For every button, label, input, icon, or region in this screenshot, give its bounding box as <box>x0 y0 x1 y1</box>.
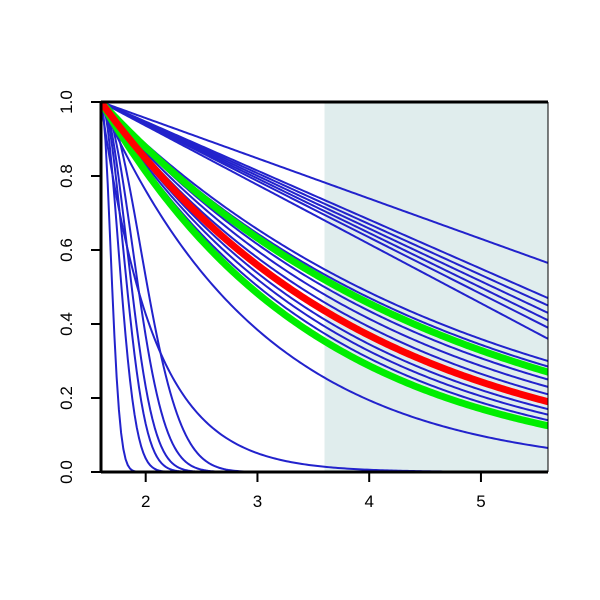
curve-22 <box>101 102 548 472</box>
curve-6 <box>101 102 548 340</box>
y-tick-label-1: 0.2 <box>57 386 76 410</box>
plot-area <box>101 102 548 472</box>
curve-4 <box>101 102 548 322</box>
curve-14 <box>101 102 548 416</box>
x-tick-label-1: 3 <box>253 492 262 511</box>
curve-1 <box>101 102 548 300</box>
curve-3 <box>101 102 548 314</box>
curve-7 <box>101 102 548 362</box>
highlight-curve-26 <box>101 102 548 430</box>
curve-24 <box>101 102 548 472</box>
curve-23 <box>101 102 548 472</box>
y-tick-label-2: 0.4 <box>57 312 76 336</box>
x-tick-label-3: 5 <box>476 492 485 511</box>
curves <box>101 102 548 472</box>
curve-11 <box>101 102 548 388</box>
y-tick-label-5: 1.0 <box>57 90 76 114</box>
y-tick-label-3: 0.6 <box>57 238 76 262</box>
highlight-curve-27 <box>101 102 548 406</box>
x-tick-label-2: 4 <box>364 492 373 511</box>
highlight-curve-25 <box>101 102 548 376</box>
curve-17 <box>101 102 548 449</box>
y-tick-label-0: 0.0 <box>57 460 76 484</box>
y-tick-label-4: 0.8 <box>57 164 76 188</box>
axes: 2 3 4 5 0.0 0.2 0.4 0.6 0.8 1.0 <box>57 90 549 511</box>
curve-2 <box>101 102 548 307</box>
curve-13 <box>101 102 548 411</box>
curve-0 <box>101 102 548 264</box>
x-tick-label-0: 2 <box>141 492 150 511</box>
curve-5 <box>101 102 548 329</box>
